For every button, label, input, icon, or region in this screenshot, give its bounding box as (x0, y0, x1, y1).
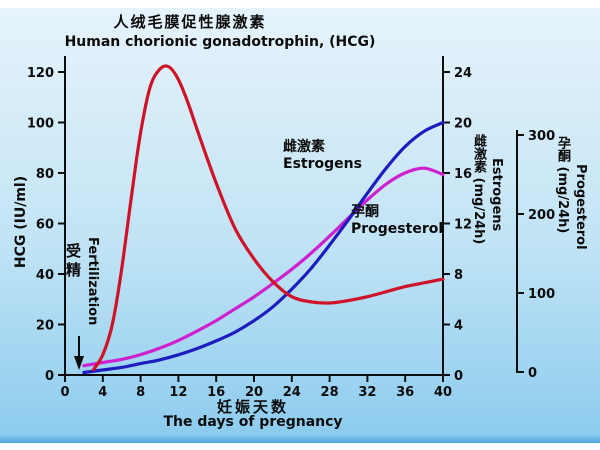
hcg-axis-label: HCG (IU/ml) (13, 175, 29, 269)
x-axis-label-en: The days of pregnancy (163, 414, 343, 430)
progesterol-curve-label: 孕酮 Progesterol (351, 204, 443, 238)
tick-label: 12 (169, 385, 187, 400)
tick-label: 0 (45, 369, 54, 384)
tick-label: 28 (321, 385, 339, 400)
fertilization-arrowhead (74, 356, 84, 370)
tick-label: 12 (454, 218, 472, 233)
tick-label: 0 (60, 385, 69, 400)
x-axis-label-zh: 妊娠天数 (216, 398, 289, 416)
tick-label: 20 (454, 117, 472, 132)
progesterol-curve (82, 166, 445, 368)
tick-label: 40 (434, 385, 452, 400)
tick-label: 20 (36, 319, 54, 334)
tick-label: 40 (36, 268, 54, 283)
fertilization-label-zh: 受精 (64, 243, 82, 281)
hcg-curve (91, 64, 445, 372)
estrogens-axis-label-en: Estrogens (489, 158, 504, 232)
tick-label: 8 (454, 268, 463, 283)
tick-label: 100 (528, 287, 555, 302)
progesterol-axis-label-zh: 孕酮 (mg/24h) (555, 136, 570, 234)
progesterol-axis-label-en: Progesterol (573, 164, 588, 250)
tick-label: 300 (528, 129, 555, 144)
estrogens-curve-label-en: Estrogens (283, 156, 362, 172)
tick-label: 200 (528, 208, 555, 223)
fertilization-label-en: Fertilization (85, 237, 100, 326)
bottom-blue-band (0, 434, 600, 443)
tick-label: 16 (454, 167, 472, 182)
estrogens-axis-label-zh: 雌激素 (mg/24h) (471, 134, 486, 245)
estrogens-curve-label: 雌激素 Estrogens (283, 139, 362, 173)
tick-label: 24 (283, 385, 301, 400)
tick-label: 4 (98, 385, 107, 400)
tick-label: 16 (207, 385, 225, 400)
tick-label: 8 (136, 385, 145, 400)
tick-label: 36 (396, 385, 414, 400)
tick-label: 0 (454, 369, 463, 384)
estrogens-curve-label-zh: 雌激素 (283, 139, 325, 155)
chart-title-en: Human chorionic gonadotrophin, (HCG) (64, 34, 376, 50)
tick-label: 24 (454, 66, 472, 81)
tick-label: 60 (36, 218, 54, 233)
progesterol-curve-label-en: Progesterol (351, 221, 444, 237)
tick-label: 4 (454, 319, 463, 334)
tick-label: 80 (36, 167, 54, 182)
tick-label: 20 (245, 385, 263, 400)
tick-label: 100 (27, 117, 54, 132)
progesterol-curve-label-zh: 孕酮 (351, 204, 379, 220)
tick-label: 120 (27, 66, 54, 81)
estrogens-curve (82, 120, 445, 375)
tick-label: 32 (358, 385, 376, 400)
chart-title-zh: 人绒毛膜促性腺激素 (113, 13, 267, 31)
tick-label: 0 (528, 366, 537, 381)
